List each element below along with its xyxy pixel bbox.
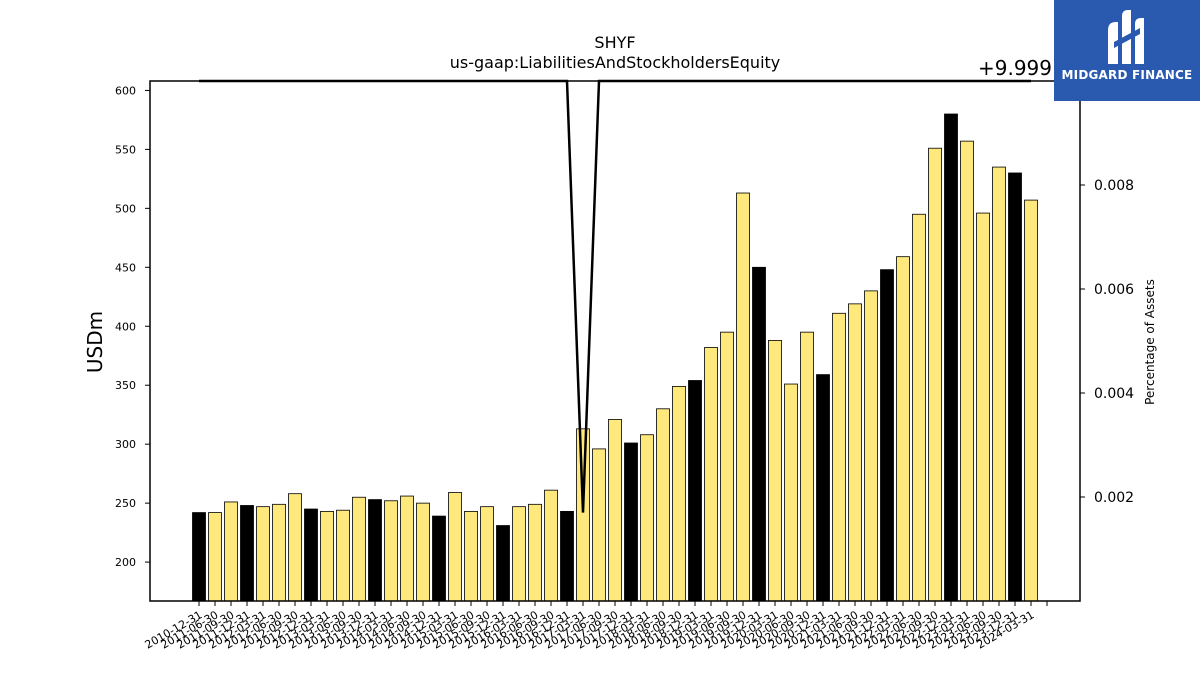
y-ticks-group: 200 250 300 350 400 450 500 550 600: [115, 84, 150, 569]
bar-2015-03-31: [464, 510, 478, 602]
bar-2014-03-31: [400, 495, 414, 602]
y-tick-label: 550: [115, 143, 136, 156]
midgard-finance-logo: MIDGARD FINANCE: [1054, 0, 1200, 101]
bar-2014-12-31: [448, 492, 462, 602]
y-tick-label: 500: [115, 202, 136, 215]
y-tick-label: 350: [115, 379, 136, 392]
y-tick-label: 400: [115, 320, 136, 333]
bar-2012-03-31: [272, 503, 286, 602]
bar-2019-09-30: [752, 266, 766, 602]
bar-2011-03-31: [208, 512, 222, 602]
bar-2017-12-31: [640, 434, 654, 602]
bar-2016-12-31: [576, 428, 590, 602]
bar-2020-09-30: [816, 374, 830, 602]
bar-2011-06-30: [224, 501, 238, 602]
bar-2023-12-31: [1024, 199, 1038, 602]
bar-2017-09-30: [624, 442, 638, 602]
bar-2016-09-30: [560, 510, 574, 602]
y-tick-label: 250: [115, 497, 136, 510]
bar-2016-03-31: [528, 503, 542, 602]
chart-subtitle: us-gaap:LiabilitiesAndStockholdersEquity: [450, 53, 781, 72]
bar-2019-06-30: [736, 192, 750, 602]
logo-text: MIDGARD FINANCE: [1061, 68, 1193, 82]
bar-2021-09-30: [880, 269, 894, 602]
bar-2018-09-30: [688, 380, 702, 602]
y2-axis-label: Percentage of Assets: [1143, 279, 1157, 405]
bar-2022-03-31: [912, 213, 926, 602]
bar-2019-03-31: [720, 331, 734, 602]
bar-2017-03-31: [592, 448, 606, 602]
plot-frame: [149, 80, 1081, 602]
bar-2023-06-30: [992, 166, 1006, 602]
y-tick-label: 200: [115, 556, 136, 569]
bar-2011-12-31: [256, 506, 270, 602]
y-tick-label: 450: [115, 261, 136, 274]
bar-2012-09-30: [304, 508, 318, 602]
bar-2020-03-31: [784, 383, 798, 602]
bar-2015-06-30: [480, 506, 494, 602]
bar-2021-12-31: [896, 256, 910, 602]
bar-2020-06-30: [800, 331, 814, 602]
midgard-m-logo-icon: [1108, 10, 1144, 64]
bar-2012-12-31: [320, 510, 334, 602]
bar-2018-12-31: [704, 347, 718, 602]
bar-2021-03-31: [848, 303, 862, 602]
x-ticks-group: 2010-12-312011-06-302011-09-302011-12-31…: [143, 601, 1048, 652]
bar-2013-09-30: [368, 499, 382, 602]
y2-offset-label: +9.999: [978, 56, 1052, 80]
bar-2022-12-31: [960, 140, 974, 602]
y2-tick-label: 0.002: [1094, 490, 1134, 506]
bar-2023-09-30: [1008, 172, 1022, 602]
bar-2018-03-31: [656, 408, 670, 602]
y2-tick-label: 0.008: [1094, 178, 1134, 194]
bar-2014-06-30: [416, 502, 430, 602]
bar-2019-12-31: [768, 340, 782, 602]
bar-2010-12-31: [192, 512, 206, 602]
bar-2022-09-30: [944, 113, 958, 602]
bar-2016-06-30: [544, 489, 558, 602]
y-tick-label: 600: [115, 84, 136, 97]
bar-2023-03-31: [976, 212, 990, 602]
bar-2018-06-30: [672, 385, 686, 602]
bar-2015-12-31: [512, 506, 526, 602]
bar-2020-12-31: [832, 312, 846, 602]
bar-2017-06-30: [608, 419, 622, 602]
y-axis-label: USDm: [83, 311, 107, 373]
bar-2013-06-30: [352, 496, 366, 602]
bar-2014-09-30: [432, 515, 446, 602]
bars-group: [192, 113, 1038, 602]
bar-2011-09-30: [240, 505, 254, 602]
chart-title: SHYF: [594, 33, 635, 52]
bar-2021-06-30: [864, 290, 878, 602]
y2-tick-label: 0.004: [1094, 386, 1134, 402]
bar-2015-09-30: [496, 525, 510, 602]
bar-2012-06-30: [288, 493, 302, 602]
bar-2013-03-31: [336, 509, 350, 602]
bar-2022-06-30: [928, 147, 942, 602]
y-tick-label: 300: [115, 438, 136, 451]
y2-tick-label: 0.006: [1094, 282, 1134, 298]
bar-2013-12-31: [384, 500, 398, 602]
